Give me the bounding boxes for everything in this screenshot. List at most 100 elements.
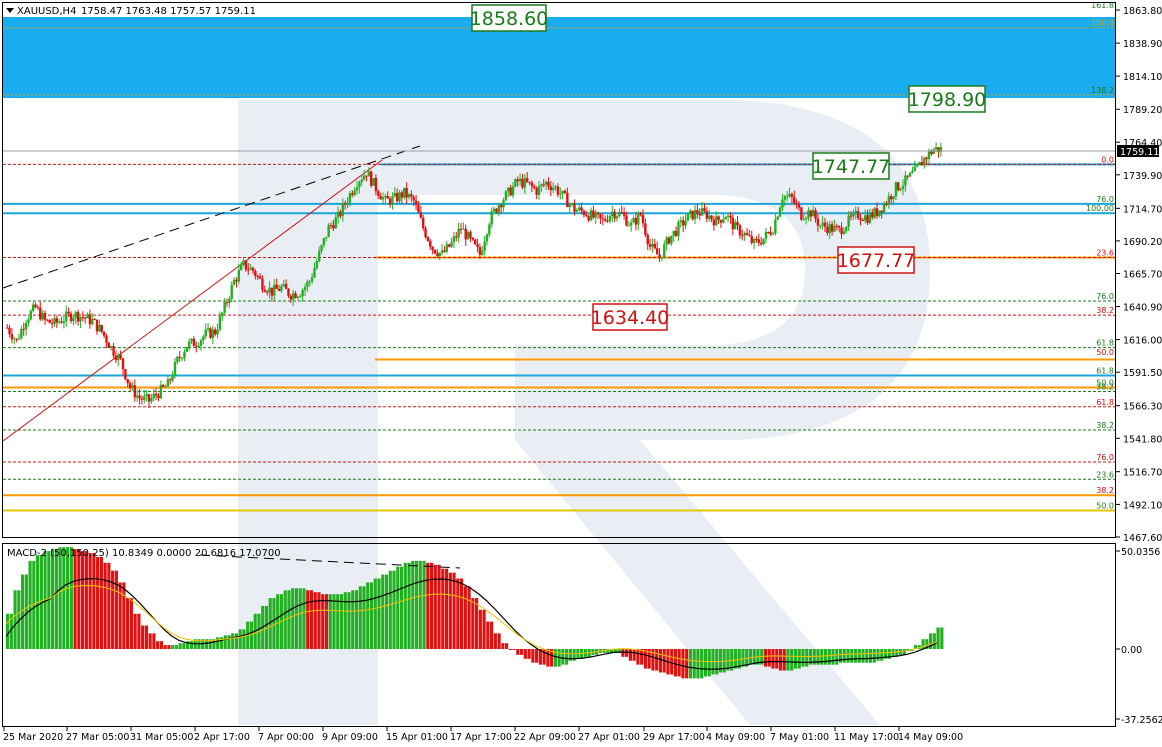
fib-label: 161.8	[1091, 1, 1114, 10]
candle-body	[762, 238, 765, 245]
candle-body	[514, 179, 517, 187]
target-zone	[3, 17, 1116, 98]
trend-lines	[2, 145, 421, 442]
macd-bar	[309, 590, 314, 649]
down-triangle-icon[interactable]	[6, 8, 14, 13]
candle-body	[284, 284, 288, 289]
candle-body	[559, 193, 562, 195]
candle-body	[410, 194, 413, 197]
macd-bar	[478, 609, 482, 649]
macd-bar	[493, 633, 497, 649]
candle-body	[109, 346, 113, 348]
candle-body	[672, 230, 675, 236]
candle-body	[258, 276, 262, 279]
macd-bar	[767, 649, 771, 667]
macd-bar	[741, 649, 745, 667]
macd-bar	[846, 649, 850, 663]
candle-body	[315, 261, 319, 269]
candle-body	[521, 178, 524, 188]
macd-bar	[396, 566, 400, 649]
candle-body	[157, 395, 160, 399]
candle-body	[686, 213, 690, 221]
current-price-box	[1117, 145, 1159, 157]
time-axis: 25 Mar 2020 27 Mar 05:00 31 Mar 05:00 2 Apr…	[3, 727, 963, 743]
candle-body	[41, 313, 44, 320]
candle-body	[72, 317, 75, 322]
macd-bar	[651, 649, 655, 671]
symbol-label: XAUUSD,H4	[17, 6, 76, 17]
macd-bar	[212, 639, 216, 649]
price-tick-label: 1541.80	[1123, 434, 1162, 445]
macd-bar	[437, 564, 441, 649]
candle-body	[327, 225, 330, 238]
macd-bar	[793, 649, 798, 669]
candle-body	[703, 208, 706, 212]
macd-bar	[823, 649, 828, 665]
candle-body	[424, 228, 427, 238]
macd-bar	[54, 549, 58, 649]
candle-body	[433, 249, 437, 254]
candle-body	[629, 222, 633, 226]
candle-body	[355, 187, 359, 191]
candle-body	[34, 304, 37, 308]
macd-label: MACD-2 (50,150,25) 10.8349 0.0000 20.681…	[7, 548, 281, 559]
candle-body	[495, 208, 498, 213]
candle-body	[807, 210, 810, 218]
candle-body	[781, 199, 784, 208]
candle-body	[62, 321, 66, 323]
candle-body	[126, 379, 129, 384]
candle-body	[793, 196, 796, 203]
candle-body	[384, 195, 387, 198]
macd-bar	[838, 649, 843, 663]
candle-body	[79, 317, 82, 322]
macd-bar	[658, 649, 662, 673]
candle-body	[741, 235, 744, 237]
macd-bar	[321, 594, 325, 649]
macd-bar	[805, 649, 809, 667]
candle-body	[69, 313, 73, 322]
time-tick-label: 17 Apr 17:00	[450, 732, 512, 743]
time-tick-label: 9 Apr 09:00	[322, 732, 378, 743]
candle-body	[918, 162, 921, 165]
macd-bar	[936, 627, 940, 649]
macd-bar	[490, 621, 494, 649]
price-tick-label: 1467.60	[1123, 533, 1162, 544]
main-frame	[2, 2, 1116, 538]
candle-body	[618, 212, 621, 217]
candle-body	[43, 313, 47, 320]
candle-body	[348, 193, 352, 203]
macd-bar	[77, 549, 81, 649]
candle-body	[464, 228, 467, 240]
candle-body	[471, 237, 475, 240]
fib-label: 76.0	[1096, 453, 1114, 462]
candle-body	[554, 186, 557, 188]
candle-body	[852, 212, 855, 217]
candle-body	[308, 281, 311, 283]
candle-body	[367, 171, 371, 177]
price-tick-label: 1566.30	[1123, 402, 1162, 413]
candle-body	[159, 384, 163, 399]
macd-bar	[144, 625, 148, 649]
callout-box	[471, 4, 547, 32]
macd-bar	[898, 649, 903, 655]
candle-body	[693, 210, 697, 220]
candle-body	[776, 216, 779, 220]
candle-body	[140, 398, 144, 400]
macd-bar	[156, 641, 160, 649]
candle-body	[117, 354, 120, 361]
candle-body	[932, 149, 935, 154]
candle-body	[863, 215, 867, 221]
candle-body	[24, 322, 28, 330]
candle-body	[698, 213, 701, 216]
macd-bar	[917, 645, 921, 649]
candle-body	[176, 356, 179, 362]
candle-body	[540, 184, 543, 187]
macd-bar	[673, 649, 678, 677]
fib-labels: 161.8150.0138.20.076.0100.0023.676.038.2…	[1086, 1, 1114, 511]
macd-bar	[471, 598, 475, 649]
candle-body	[459, 228, 463, 230]
time-tick-label: 22 Apr 09:00	[514, 732, 576, 743]
candle-body	[663, 244, 666, 258]
candle-body	[499, 205, 503, 208]
